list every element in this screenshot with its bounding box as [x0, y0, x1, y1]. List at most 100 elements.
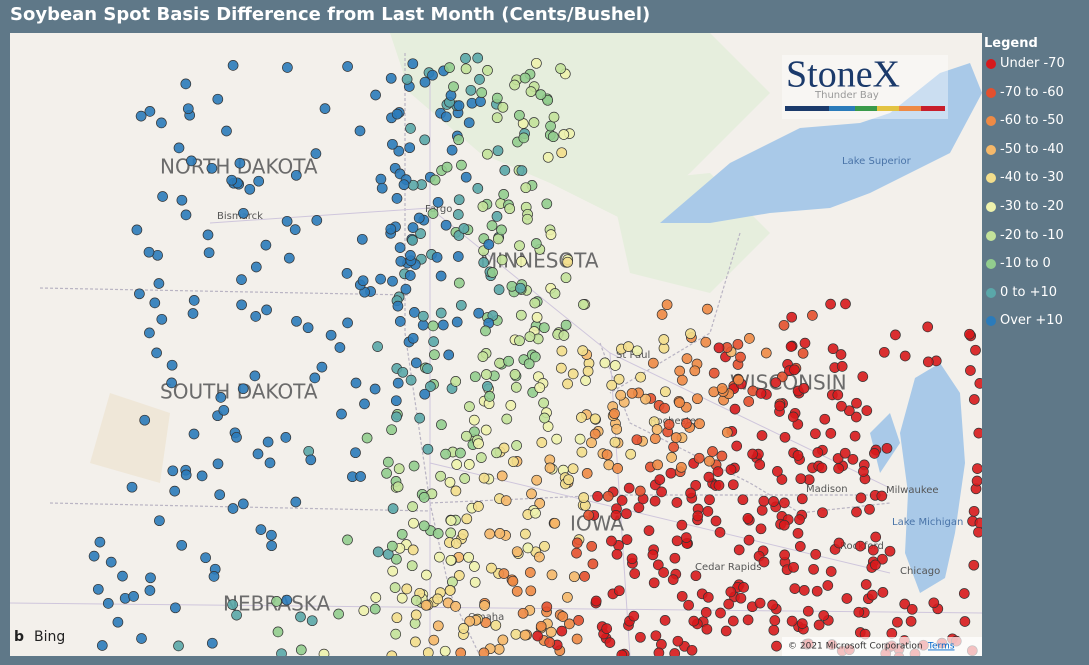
location-dot: [281, 594, 293, 606]
location-dot: [289, 224, 301, 235]
location-dot: [206, 637, 218, 649]
location-dot: [514, 240, 525, 252]
location-dot: [700, 607, 712, 618]
location-dot: [571, 547, 582, 559]
location-dot: [496, 254, 508, 266]
legend-item[interactable]: -60 to -50: [984, 113, 1065, 142]
location-dot: [564, 618, 575, 630]
legend-item[interactable]: -50 to -40: [984, 142, 1065, 171]
location-dot: [666, 452, 677, 463]
legend-item[interactable]: -10 to 0: [984, 256, 1065, 285]
location-dot: [386, 650, 398, 656]
location-dot: [760, 347, 772, 359]
location-dot: [420, 599, 432, 611]
legend-item[interactable]: Under -70: [984, 56, 1065, 85]
location-dot: [516, 256, 527, 267]
location-dot: [444, 585, 456, 596]
location-dot: [200, 552, 211, 564]
location-dot: [694, 418, 705, 430]
legend-item[interactable]: -70 to -60: [984, 85, 1065, 114]
map-label: Thunder Bay: [814, 90, 879, 101]
location-dot: [410, 595, 422, 606]
location-dot: [727, 479, 739, 491]
location-dot: [218, 404, 230, 416]
location-dot: [958, 588, 970, 599]
location-dot: [445, 527, 457, 539]
location-dot: [503, 355, 514, 367]
location-dot: [461, 430, 472, 442]
location-dot: [511, 585, 523, 597]
location-dot: [688, 615, 700, 627]
location-dot: [180, 209, 192, 221]
location-dot: [117, 570, 128, 582]
location-dot: [153, 278, 165, 289]
location-dot: [460, 53, 471, 64]
location-dot: [249, 370, 261, 382]
location-dot: [370, 89, 381, 101]
location-dot: [492, 145, 504, 157]
location-dot: [221, 125, 232, 137]
location-dot: [483, 239, 495, 250]
location-dot: [281, 215, 293, 227]
location-dot: [350, 447, 361, 459]
location-dot: [534, 551, 545, 563]
location-dot: [145, 572, 156, 584]
legend-item[interactable]: -30 to -20: [984, 199, 1065, 228]
location-dot: [787, 411, 799, 423]
location-dot: [496, 224, 507, 236]
legend-label: -20 to -10: [1000, 227, 1064, 243]
location-dot: [333, 608, 344, 620]
location-dot: [674, 397, 685, 408]
location-dot: [250, 311, 262, 322]
location-dot: [813, 619, 825, 631]
location-dot: [136, 633, 147, 644]
location-dot: [609, 408, 620, 419]
location-dot: [361, 432, 373, 444]
location-dot: [448, 81, 459, 93]
location-dot: [203, 247, 215, 259]
location-dot: [827, 343, 839, 355]
location-dot: [144, 106, 156, 117]
location-dot: [491, 112, 503, 124]
location-dot: [720, 625, 732, 637]
location-dot: [702, 506, 714, 517]
location-dot: [389, 582, 401, 593]
location-dot: [441, 161, 453, 173]
location-dot: [422, 443, 434, 455]
location-dot: [812, 447, 824, 458]
location-dot: [409, 307, 420, 318]
location-dot: [658, 334, 670, 345]
location-dot: [676, 590, 688, 602]
location-dot: [486, 562, 497, 574]
location-dot: [460, 63, 472, 75]
location-dot: [450, 376, 462, 387]
location-dot: [309, 372, 321, 384]
location-dot: [839, 447, 851, 459]
location-dot: [131, 224, 143, 236]
location-dot: [735, 592, 747, 604]
legend-item[interactable]: Over +10: [984, 313, 1065, 342]
location-dot: [144, 327, 155, 339]
location-dot: [450, 538, 462, 549]
location-dot: [523, 358, 535, 370]
legend-item[interactable]: -40 to -30: [984, 170, 1065, 199]
legend-item[interactable]: -20 to -10: [984, 228, 1065, 257]
location-dot: [714, 527, 726, 538]
location-dot: [604, 637, 616, 648]
location-dot: [811, 585, 823, 597]
location-dot: [302, 322, 314, 334]
terms-link[interactable]: Terms: [927, 642, 955, 652]
location-dot: [444, 476, 456, 488]
location-dot: [779, 431, 791, 443]
location-dot: [398, 179, 410, 191]
location-dot: [252, 448, 264, 460]
location-dot: [653, 647, 665, 656]
location-dot: [215, 392, 227, 403]
legend-item[interactable]: 0 to +10: [984, 285, 1065, 314]
location-dot: [786, 311, 798, 323]
location-dot: [794, 541, 806, 552]
location-dot: [428, 336, 439, 347]
location-dot: [825, 298, 836, 310]
location-dot: [208, 571, 220, 582]
